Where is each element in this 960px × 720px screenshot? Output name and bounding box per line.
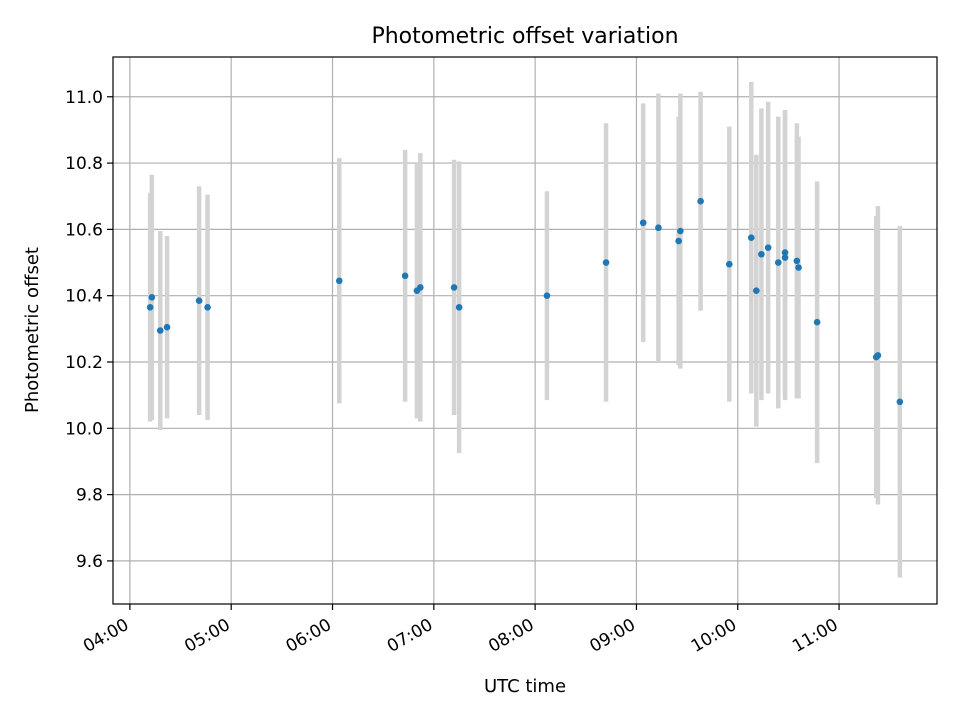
x-tick-label: 06:00	[283, 615, 335, 657]
data-point	[813, 318, 821, 326]
data-point	[146, 303, 154, 311]
x-tick-label: 07:00	[384, 615, 436, 657]
data-point	[335, 277, 343, 285]
data-point	[163, 323, 171, 331]
data-point	[417, 284, 424, 291]
x-axis-label: UTC time	[484, 676, 566, 697]
axis-ticks: 04:00 05:00 06:00 07:00 08:00 09:00 10:00 11:00…	[65, 88, 841, 657]
data-point	[655, 224, 662, 232]
data-point	[781, 249, 789, 256]
grid-lines	[113, 57, 937, 604]
data-point	[896, 398, 904, 406]
error-bars	[147, 81, 903, 578]
data-point	[156, 327, 164, 334]
data-point	[675, 237, 682, 245]
data-point	[758, 250, 765, 258]
x-tick-label: 09:00	[587, 615, 639, 657]
data-point	[450, 284, 458, 291]
data-point	[148, 294, 156, 301]
y-tick-label: 11.0	[65, 88, 103, 108]
data-point	[753, 287, 760, 295]
y-tick-label: 10.0	[65, 419, 103, 439]
data-point	[726, 260, 733, 268]
x-tick-label: 10:00	[688, 615, 740, 657]
data-point	[677, 227, 684, 235]
y-tick-label: 10.2	[65, 353, 103, 373]
data-point	[639, 219, 647, 227]
data-point	[602, 259, 610, 266]
data-point	[195, 297, 203, 304]
x-tick-label: 05:00	[181, 615, 233, 657]
data-point	[401, 272, 409, 280]
y-tick-label: 9.8	[76, 486, 103, 506]
y-tick-label: 9.6	[76, 552, 103, 572]
data-point	[795, 264, 802, 271]
x-tick-label: 04:00	[80, 615, 132, 657]
data-point	[543, 292, 551, 299]
y-tick-label: 10.4	[65, 287, 103, 307]
data-point	[774, 259, 782, 266]
plot-frame	[112, 56, 938, 605]
data-point	[455, 303, 463, 311]
data-points	[146, 197, 904, 406]
y-tick-label: 10.8	[65, 154, 103, 174]
x-tick-label: 11:00	[789, 615, 841, 657]
x-tick-label: 08:00	[485, 615, 537, 657]
data-point	[747, 234, 755, 241]
data-point	[204, 303, 211, 311]
y-tick-label: 10.6	[65, 220, 103, 240]
chart-title: Photometric offset variation	[371, 24, 678, 49]
data-point	[793, 257, 801, 265]
data-point	[697, 197, 704, 205]
y-axis-label: Photometric offset	[22, 247, 43, 413]
data-point	[764, 244, 772, 251]
data-point	[781, 254, 789, 261]
data-point	[874, 352, 882, 359]
